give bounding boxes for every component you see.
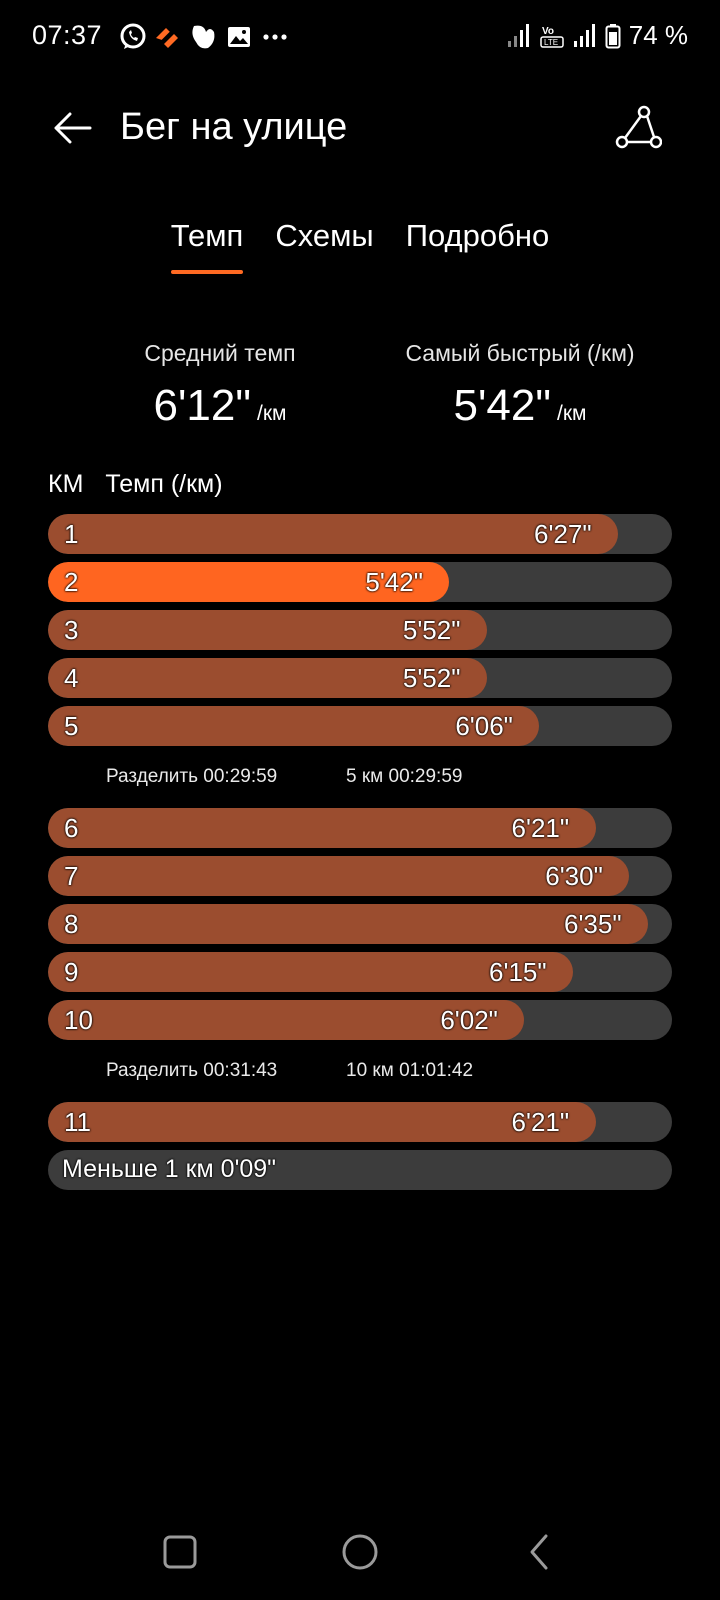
- remainder-row: Меньше 1 км 0'09": [48, 1150, 672, 1190]
- split-row-4: 4 5'52": [48, 658, 672, 698]
- split-pace: 6'06": [455, 711, 513, 741]
- split-pace: 6'02": [440, 1005, 498, 1035]
- fastest-pace-value: 5'42": [453, 381, 551, 430]
- split-time: Разделить 00:31:43: [106, 1060, 278, 1081]
- split-km: 7: [64, 861, 79, 891]
- split-pace: 5'42": [365, 567, 423, 597]
- split-km: 11: [64, 1107, 91, 1137]
- system-nav-bar: [0, 1520, 720, 1600]
- pace-bar: [48, 562, 450, 602]
- signal-icon: [507, 23, 529, 47]
- arrow-left-icon[interactable]: [48, 104, 96, 152]
- tab-charts[interactable]: Схемы: [275, 218, 374, 253]
- tab-pace[interactable]: Темп: [170, 218, 243, 274]
- pace-bar: [48, 514, 619, 554]
- split-pace: 6'15": [489, 957, 547, 987]
- signal-icon: [573, 23, 595, 47]
- split-summary-5km: Разделить 00:29:59 5 км 00:29:59: [106, 766, 462, 788]
- pace-bar: [48, 1102, 596, 1142]
- pace-bar: [48, 856, 630, 896]
- split-row-3: 3 5'52": [48, 610, 672, 650]
- splits-header: КМ Темп (/км): [48, 470, 223, 499]
- messenger-icon: [192, 25, 215, 49]
- average-pace-unit: /км: [256, 402, 287, 425]
- split-pace: 6'21": [511, 1107, 570, 1137]
- split-km: 4: [64, 663, 79, 693]
- split-km: 9: [64, 957, 79, 987]
- pace-bar: [48, 1000, 525, 1040]
- fastest-pace-label: Самый быстрый (/км): [405, 340, 635, 366]
- split-km: 3: [64, 615, 79, 645]
- split-km: 8: [64, 909, 79, 939]
- pace-bar: [48, 610, 487, 650]
- tab-bar: Темп Схемы Подробно: [0, 218, 720, 274]
- pace-bar: [48, 952, 574, 992]
- battery-icon: [605, 23, 621, 48]
- svg-text:LTE: LTE: [544, 38, 558, 47]
- more-icon: [263, 34, 287, 40]
- tab-details[interactable]: Подробно: [405, 218, 550, 253]
- svg-text:Vo: Vo: [542, 26, 554, 37]
- back-triangle-icon[interactable]: [520, 1532, 560, 1572]
- split-time: Разделить 00:29:59: [106, 766, 278, 787]
- split-pace: 6'21": [511, 813, 570, 843]
- status-bar: 07:37 Vo LTE: [0, 0, 720, 74]
- cumulative-time: 5 км 00:29:59: [346, 766, 463, 787]
- split-km: 1: [64, 519, 79, 549]
- cumulative-time: 10 км 01:01:42: [346, 1060, 474, 1081]
- km-column-header: КМ: [48, 470, 84, 498]
- split-km: 10: [64, 1005, 93, 1035]
- split-pace: 5'52": [402, 615, 461, 645]
- fastest-pace-unit: /км: [556, 402, 587, 425]
- fastest-pace: Самый быстрый (/км) 5'42"/км: [370, 340, 670, 431]
- split-pace: 6'30": [545, 861, 603, 891]
- pace-column-header: Темп (/км): [105, 470, 223, 498]
- pace-bar: [48, 904, 648, 944]
- split-row-7: 7 6'30": [48, 856, 672, 896]
- split-row-2: 2 5'42": [48, 562, 672, 602]
- average-pace-value: 6'12": [153, 381, 251, 430]
- split-row-11: 11 6'21": [48, 1102, 672, 1142]
- pace-bar: [48, 808, 596, 848]
- home-circle-icon[interactable]: [340, 1532, 380, 1572]
- strava-icon: [156, 28, 178, 48]
- volte-icon: Vo LTE: [539, 26, 564, 48]
- average-pace: Средний темп 6'12"/км: [100, 340, 340, 431]
- split-pace: 6'27": [534, 519, 592, 549]
- split-pace: 6'35": [564, 909, 622, 939]
- split-row-5: 5 6'06": [48, 706, 672, 746]
- pace-bar: [48, 706, 540, 746]
- battery-percent: 74 %: [628, 20, 688, 50]
- whatsapp-icon: [120, 23, 146, 49]
- pace-bar: [48, 658, 487, 698]
- recents-square-icon[interactable]: [160, 1532, 200, 1572]
- split-row-8: 8 6'35": [48, 904, 672, 944]
- split-row-6: 6 6'21": [48, 808, 672, 848]
- split-summary-10km: Разделить 00:31:43 10 км 01:01:42: [106, 1060, 473, 1082]
- split-row-1: 1 6'27": [48, 514, 672, 554]
- image-icon: [228, 27, 250, 47]
- split-km: 2: [64, 567, 79, 597]
- average-pace-label: Средний темп: [144, 340, 296, 366]
- split-row-9: 9 6'15": [48, 952, 672, 992]
- route-icon[interactable]: [614, 104, 662, 152]
- split-pace: 5'52": [402, 663, 461, 693]
- split-row-10: 10 6'02": [48, 1000, 672, 1040]
- remainder-label: Меньше 1 км 0'09": [62, 1155, 277, 1183]
- page-title: Бег на улице: [120, 106, 348, 148]
- split-km: 5: [64, 711, 79, 741]
- status-time: 07:37: [32, 20, 103, 50]
- split-km: 6: [64, 813, 79, 843]
